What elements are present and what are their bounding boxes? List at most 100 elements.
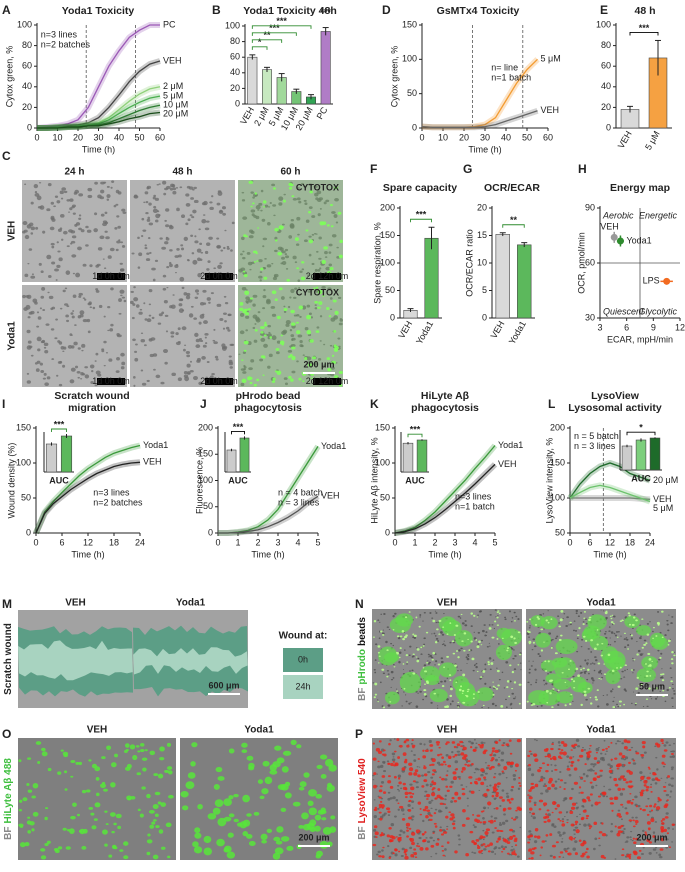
texture <box>396 652 398 653</box>
texture <box>421 775 424 777</box>
texture <box>492 694 494 696</box>
texture <box>215 356 218 359</box>
texture <box>671 785 674 787</box>
y-tick-label: 20 <box>22 102 32 112</box>
texture <box>443 613 445 614</box>
y-tick-label: 100 <box>596 19 611 29</box>
texture <box>66 846 71 850</box>
texture <box>445 786 448 788</box>
texture <box>22 797 27 801</box>
texture <box>419 614 421 616</box>
texture <box>133 385 135 387</box>
texture <box>430 749 433 751</box>
texture <box>459 741 463 743</box>
texture <box>144 344 147 346</box>
texture <box>568 624 569 625</box>
texture <box>380 614 381 615</box>
texture <box>567 853 569 855</box>
texture <box>420 653 422 655</box>
texture <box>276 348 280 351</box>
texture <box>571 823 575 826</box>
texture <box>544 660 546 662</box>
y-tick-label: 40 <box>22 81 32 91</box>
texture <box>443 643 445 645</box>
texture <box>383 762 385 764</box>
panel-letter: L <box>548 397 555 411</box>
texture <box>558 856 561 858</box>
texture <box>107 186 110 188</box>
texture <box>478 640 481 643</box>
texture <box>635 704 637 706</box>
texture <box>449 642 451 644</box>
texture <box>399 745 403 748</box>
texture <box>92 764 97 768</box>
texture <box>387 845 389 847</box>
texture <box>633 851 637 854</box>
texture <box>464 764 467 766</box>
texture <box>539 655 541 657</box>
texture <box>609 637 610 638</box>
texture <box>673 743 675 745</box>
texture <box>213 267 216 269</box>
texture <box>423 839 427 842</box>
texture <box>450 813 454 816</box>
texture <box>543 642 545 643</box>
texture <box>498 757 500 758</box>
texture <box>554 764 556 766</box>
texture <box>460 670 462 671</box>
texture <box>387 810 390 813</box>
texture <box>666 741 669 743</box>
texture <box>478 790 480 791</box>
texture <box>383 753 386 756</box>
texture <box>405 788 408 791</box>
texture <box>153 209 158 213</box>
texture <box>87 303 91 306</box>
y-tick-label: 0 <box>412 122 417 132</box>
texture <box>72 310 74 312</box>
texture <box>423 766 426 769</box>
texture <box>566 755 569 758</box>
texture <box>107 306 110 308</box>
chart-title: phagocytosis <box>411 402 479 414</box>
texture <box>605 753 607 755</box>
texture <box>462 622 465 624</box>
texture <box>375 659 377 661</box>
texture <box>640 793 643 796</box>
texture <box>67 245 70 247</box>
texture <box>539 767 542 769</box>
texture <box>471 791 475 794</box>
texture <box>480 774 483 777</box>
texture <box>460 648 463 650</box>
texture <box>485 762 487 763</box>
texture <box>471 852 473 854</box>
texture <box>216 245 221 249</box>
texture <box>535 784 539 788</box>
texture <box>572 676 574 678</box>
texture <box>247 756 254 761</box>
row-label: VEH <box>7 221 18 242</box>
texture <box>454 800 457 802</box>
texture <box>429 740 432 743</box>
point <box>617 238 624 245</box>
texture <box>46 255 51 260</box>
texture <box>261 788 268 794</box>
texture <box>449 695 452 697</box>
texture <box>649 658 652 661</box>
texture <box>534 669 536 671</box>
texture <box>519 654 521 656</box>
texture <box>320 755 327 760</box>
texture <box>94 212 97 215</box>
x-tick-label: 12 <box>675 322 685 332</box>
texture <box>607 763 610 765</box>
texture <box>473 615 475 617</box>
texture <box>398 790 400 792</box>
texture <box>153 197 156 200</box>
texture <box>62 351 64 352</box>
texture <box>635 687 638 690</box>
texture <box>248 181 253 184</box>
texture <box>431 617 433 618</box>
texture <box>446 826 448 827</box>
y-tick-label: 0 <box>208 527 213 537</box>
texture <box>632 658 633 659</box>
texture <box>517 806 521 810</box>
